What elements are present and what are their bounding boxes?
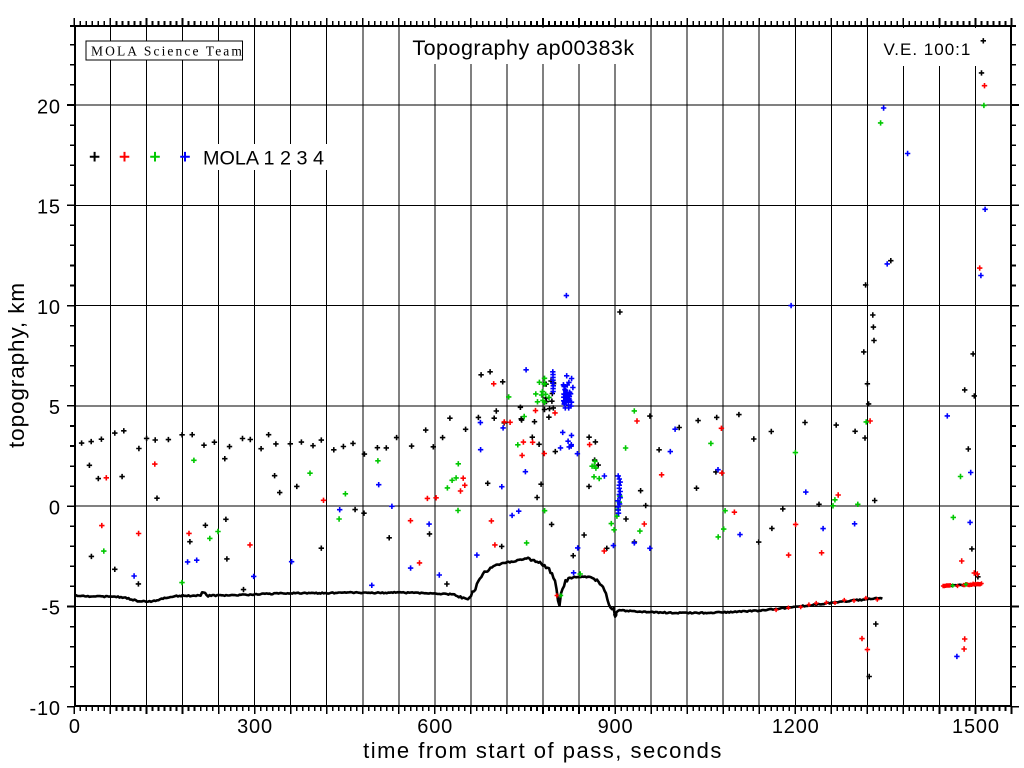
svg-text:15: 15 <box>37 197 61 219</box>
svg-text:5: 5 <box>49 397 61 419</box>
svg-text:300: 300 <box>237 716 273 738</box>
svg-text:10: 10 <box>37 297 61 319</box>
svg-text:-10: -10 <box>29 698 60 720</box>
svg-text:V.E. 100:1: V.E. 100:1 <box>884 40 972 59</box>
svg-text:-5: -5 <box>41 598 60 620</box>
svg-text:0: 0 <box>49 497 61 519</box>
svg-text:MOLA Science Team: MOLA Science Team <box>91 43 244 58</box>
svg-text:Topography ap00383k: Topography ap00383k <box>412 36 634 60</box>
svg-text:1500: 1500 <box>952 716 1000 738</box>
svg-text:1200: 1200 <box>772 716 820 738</box>
svg-text:time from start of pass, secon: time from start of pass, seconds <box>363 738 723 763</box>
svg-text:900: 900 <box>598 716 634 738</box>
svg-text:20: 20 <box>37 96 61 118</box>
svg-text:600: 600 <box>417 716 453 738</box>
svg-text:topography, km: topography, km <box>4 282 29 448</box>
svg-text:MOLA 1 2 3 4: MOLA 1 2 3 4 <box>203 148 324 170</box>
svg-text:0: 0 <box>69 716 81 738</box>
